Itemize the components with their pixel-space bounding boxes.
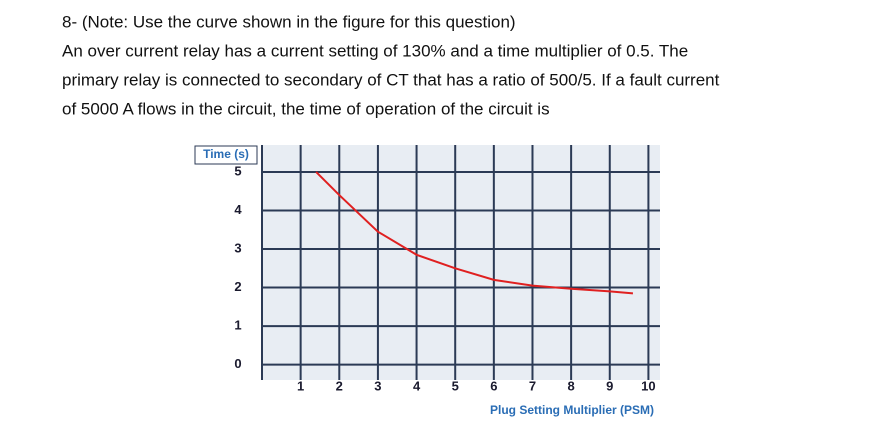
y-tick-label: 0 <box>234 356 241 371</box>
x-tick-label: 4 <box>413 378 421 393</box>
x-axis-label: Plug Setting Multiplier (PSM) <box>490 403 654 417</box>
plot-area <box>262 145 660 380</box>
x-tick-label: 1 <box>297 378 304 393</box>
y-tick-label: 5 <box>234 163 241 178</box>
y-tick-label: 3 <box>234 240 241 255</box>
y-label-box <box>194 145 258 165</box>
y-tick-label: 1 <box>234 318 241 333</box>
x-tick-label: 10 <box>641 378 655 393</box>
x-tick-label: 6 <box>490 378 497 393</box>
curve <box>315 171 634 295</box>
x-tick-label: 3 <box>374 378 381 393</box>
x-tick-label: 9 <box>606 378 613 393</box>
x-tick-label: 8 <box>568 378 575 393</box>
y-tick-label: 4 <box>234 202 242 217</box>
question-line: 8- (Note: Use the curve shown in the fig… <box>62 12 516 31</box>
y-axis-label: Time (s) <box>203 147 249 161</box>
y-tick-label: 2 <box>234 279 241 294</box>
question-line: of 5000 A flows in the circuit, the time… <box>62 99 550 118</box>
x-tick-label: 2 <box>336 378 343 393</box>
x-tick-label: 5 <box>452 378 459 393</box>
x-tick-label: 7 <box>529 378 536 393</box>
question-line: An over current relay has a current sett… <box>62 41 688 60</box>
question-line: primary relay is connected to secondary … <box>62 70 720 89</box>
